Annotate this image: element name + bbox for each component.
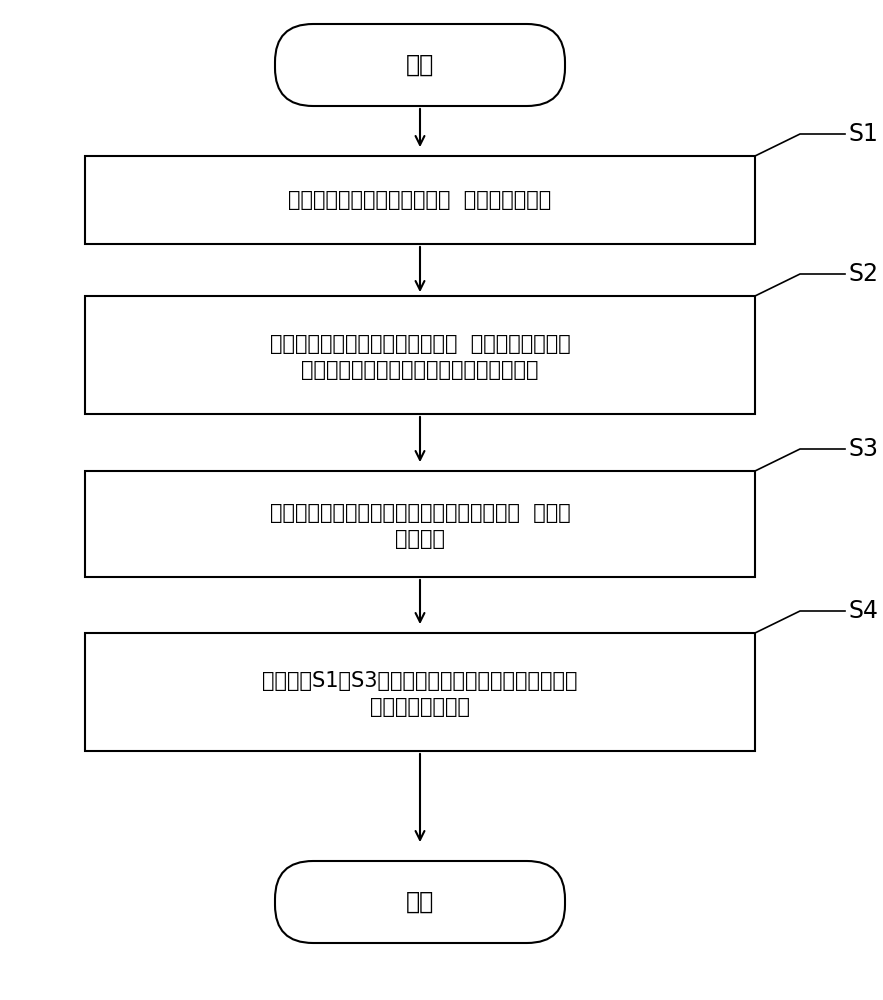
Bar <box>85 156 755 244</box>
Text: 结束: 结束 <box>406 890 434 914</box>
Text: 堤栖息地生境恢复: 堤栖息地生境恢复 <box>370 697 470 717</box>
Text: S4: S4 <box>849 599 879 623</box>
Text: 养分暂储: 养分暂储 <box>395 529 445 549</box>
Text: 使用步骤S1至S3所述的方法进行潴水聚盐，完成柳叶: 使用步骤S1至S3所述的方法进行潴水聚盐，完成柳叶 <box>262 671 577 691</box>
Bar <box>85 471 755 577</box>
Text: S2: S2 <box>849 262 879 286</box>
Text: 开始: 开始 <box>406 53 434 77</box>
Text: ，并滞留来水挟带养分，形成柳叶堤栖息地: ，并滞留来水挟带养分，形成柳叶堤栖息地 <box>301 360 539 380</box>
Text: 在柳叶堤栖息地的堤首迎水坡面进行多层加固  并进行: 在柳叶堤栖息地的堤首迎水坡面进行多层加固 并进行 <box>269 503 570 523</box>
Text: 对现状沙堤依次进行形态改造  形成柳叶状沙堤: 对现状沙堤依次进行形态改造 形成柳叶状沙堤 <box>289 190 552 210</box>
Bar <box>85 296 755 414</box>
FancyBboxPatch shape <box>275 24 565 106</box>
Text: 在柳叶状沙堤的两侧进行石笼镶边  在石笼中扦插柳枝: 在柳叶状沙堤的两侧进行石笼镶边 在石笼中扦插柳枝 <box>269 334 570 354</box>
Bar <box>85 633 755 751</box>
Text: S1: S1 <box>849 122 879 146</box>
FancyBboxPatch shape <box>275 861 565 943</box>
Text: S3: S3 <box>849 437 879 461</box>
